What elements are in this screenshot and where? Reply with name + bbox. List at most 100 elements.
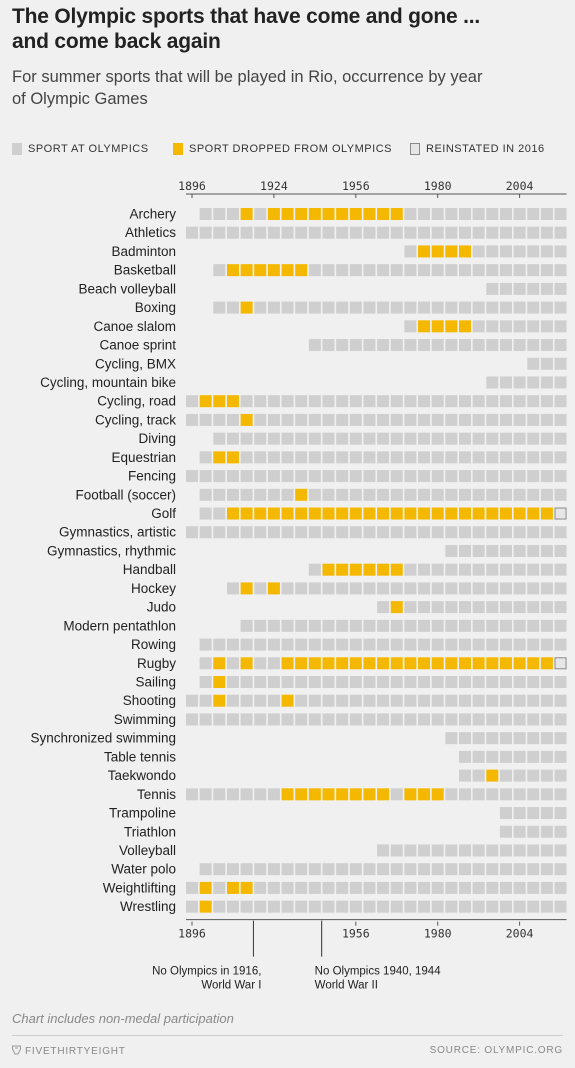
- cell-present: [349, 694, 362, 707]
- sport-label: Canoe sprint: [99, 338, 176, 353]
- cell-present: [336, 451, 349, 464]
- brand: FIVETHIRTYEIGHT: [12, 1045, 126, 1058]
- cell-present: [199, 488, 212, 501]
- sport-label: Table tennis: [104, 749, 176, 764]
- cell-present: [281, 526, 294, 539]
- sport-label: Badminton: [111, 244, 176, 259]
- cell-present: [445, 900, 458, 913]
- cell-present: [213, 432, 226, 445]
- cell-present: [445, 226, 458, 239]
- cell-present: [254, 470, 267, 483]
- cell-dropped: [431, 245, 444, 258]
- cell-present: [527, 264, 540, 277]
- cell-present: [459, 432, 471, 445]
- cell-dropped: [363, 507, 376, 520]
- cell-dropped: [349, 657, 362, 670]
- cell-present: [513, 376, 526, 389]
- cell-present: [213, 301, 226, 314]
- cell-present: [486, 432, 499, 445]
- cell-present: [349, 526, 362, 539]
- cell-dropped: [226, 507, 239, 520]
- cell-present: [377, 619, 390, 632]
- cell-present: [445, 863, 458, 876]
- cell-present: [363, 301, 376, 314]
- cell-present: [486, 732, 499, 745]
- cell-present: [363, 582, 376, 595]
- cell-present: [418, 470, 431, 483]
- cell-present: [254, 638, 267, 651]
- cell-present: [377, 900, 390, 913]
- cell-present: [349, 713, 362, 726]
- cell-dropped: [459, 320, 471, 333]
- sport-label: Cycling, BMX: [95, 356, 176, 371]
- cell-present: [418, 413, 431, 426]
- cell-present: [336, 713, 349, 726]
- cell-present: [459, 488, 471, 501]
- cell-present: [295, 470, 308, 483]
- cell-present: [486, 208, 499, 220]
- cell-present: [540, 769, 553, 782]
- cell-dropped: [431, 507, 444, 520]
- cell-present: [418, 844, 431, 857]
- cell-present: [281, 863, 294, 876]
- cell-present: [486, 320, 499, 333]
- cell-present: [240, 863, 253, 876]
- cell-present: [499, 807, 512, 820]
- cell-present: [499, 432, 512, 445]
- cell-present: [540, 676, 553, 688]
- cell-dropped: [240, 208, 253, 220]
- cell-present: [363, 881, 376, 894]
- cell-dropped: [226, 451, 239, 464]
- cell-present: [267, 619, 280, 632]
- cell-present: [486, 544, 499, 557]
- cell-present: [322, 413, 335, 426]
- cell-present: [431, 395, 444, 408]
- cell-present: [186, 226, 198, 239]
- cell-present: [527, 301, 540, 314]
- cell-present: [554, 226, 567, 239]
- annotation-text: No Olympics 1940, 1944: [315, 966, 442, 978]
- cell-present: [486, 282, 499, 295]
- cell-present: [459, 264, 471, 277]
- cell-present: [431, 208, 444, 220]
- cell-present: [390, 638, 403, 651]
- cell-dropped: [254, 507, 267, 520]
- cell-present: [513, 601, 526, 614]
- cell-present: [486, 694, 499, 707]
- cell-present: [226, 488, 239, 501]
- cell-present: [554, 301, 567, 314]
- cell-dropped: [377, 788, 390, 801]
- cell-present: [322, 488, 335, 501]
- cell-present: [336, 488, 349, 501]
- cell-present: [486, 582, 499, 595]
- cell-present: [281, 713, 294, 726]
- cell-present: [513, 208, 526, 220]
- cell-present: [540, 863, 553, 876]
- cell-present: [459, 451, 471, 464]
- cell-dropped: [267, 582, 280, 595]
- cell-present: [322, 676, 335, 688]
- cell-present: [459, 619, 471, 632]
- cell-present: [499, 750, 512, 763]
- cell-dropped: [459, 245, 471, 258]
- cell-dropped: [240, 413, 253, 426]
- cell-dropped: [404, 788, 417, 801]
- cell-present: [527, 900, 540, 913]
- cell-present: [540, 900, 553, 913]
- cell-present: [472, 844, 485, 857]
- cell-present: [527, 769, 540, 782]
- cell-dropped: [213, 451, 226, 464]
- cell-present: [254, 526, 267, 539]
- cell-present: [322, 451, 335, 464]
- cell-present: [295, 713, 308, 726]
- bottom-axis-tick-2004: 2004: [506, 927, 534, 941]
- cell-present: [336, 582, 349, 595]
- cell-present: [336, 226, 349, 239]
- cell-present: [226, 713, 239, 726]
- cell-present: [472, 900, 485, 913]
- cell-present: [445, 488, 458, 501]
- cell-present: [554, 488, 567, 501]
- cell-present: [267, 657, 280, 670]
- cell-present: [445, 339, 458, 352]
- cell-dropped: [486, 657, 499, 670]
